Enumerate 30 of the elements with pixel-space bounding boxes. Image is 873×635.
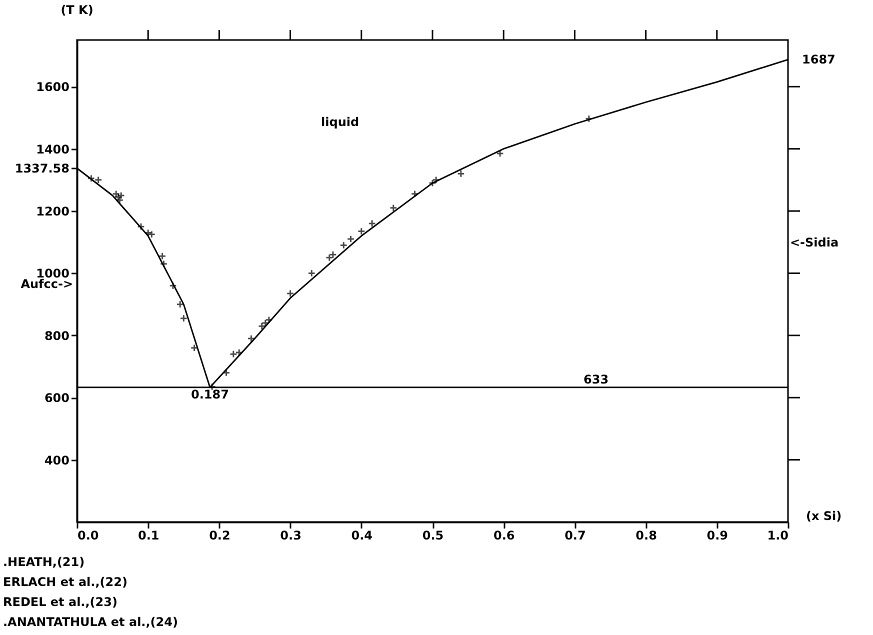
y-tick-label: 1337.58 bbox=[14, 162, 70, 176]
y-tick-label: 1200 bbox=[36, 204, 70, 219]
x-tick-label: 0.0 bbox=[78, 528, 99, 542]
text: .ANANTATHULA et al.,(24) bbox=[3, 615, 178, 629]
y-axis-title: (T K) bbox=[60, 3, 94, 17]
x-tick-label: 1.0 bbox=[767, 528, 788, 542]
x-tick-label: 0.4 bbox=[351, 528, 373, 542]
x-tick-label: 0.2 bbox=[209, 528, 230, 542]
x-tick-label: 0.1 bbox=[138, 528, 160, 542]
y-tick-label: 800 bbox=[44, 328, 70, 343]
x-tick-label: 0.6 bbox=[493, 528, 515, 542]
text: ERLACH et al.,(22) bbox=[3, 575, 128, 589]
text: Aufcc-> bbox=[20, 276, 73, 291]
y-tick-label: 600 bbox=[44, 391, 70, 406]
text: <-Sidia bbox=[790, 235, 839, 250]
text: REDEL et al.,(23) bbox=[3, 595, 118, 609]
y-tick-label: 1400 bbox=[36, 142, 70, 156]
annotation: 1687 bbox=[802, 52, 836, 67]
x-tick-label: 0.5 bbox=[422, 528, 444, 542]
ref-line-label: 633 bbox=[584, 372, 609, 386]
x-tick-label: 0.3 bbox=[280, 528, 302, 542]
text: .HEATH,(21) bbox=[3, 555, 85, 569]
x-axis-title: (x Si) bbox=[806, 509, 842, 523]
x-tick-label: 0.8 bbox=[636, 528, 657, 542]
x-tick-label: 0.9 bbox=[706, 528, 728, 542]
y-tick-label: 400 bbox=[44, 453, 70, 468]
annotation: liquid bbox=[321, 114, 360, 129]
y-tick-label: 1600 bbox=[36, 80, 70, 94]
annotation: 0.187 bbox=[190, 387, 229, 402]
x-tick-label: 0.7 bbox=[564, 528, 586, 542]
